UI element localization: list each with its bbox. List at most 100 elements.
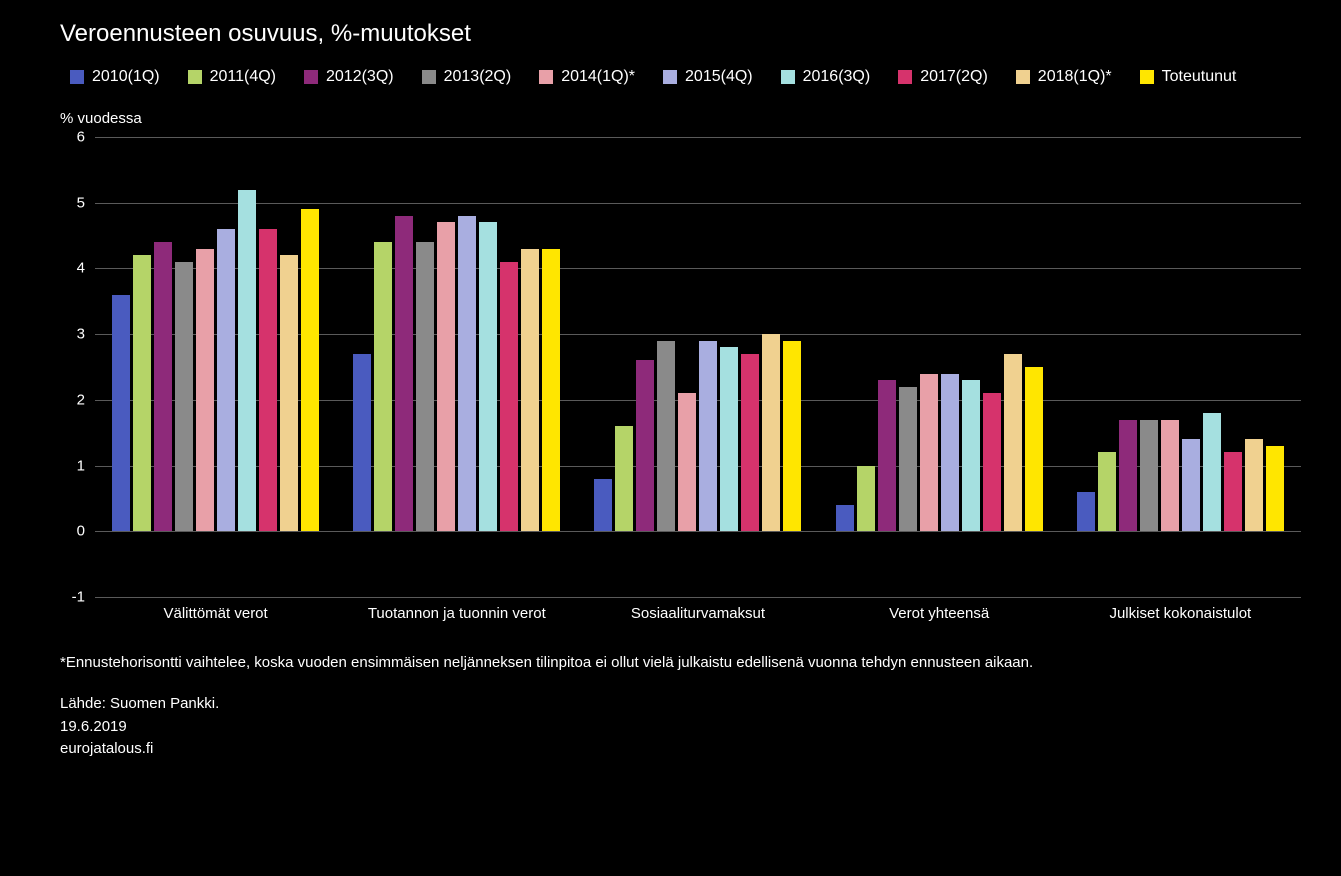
bar — [154, 242, 172, 531]
bar — [920, 374, 938, 532]
bar — [983, 393, 1001, 531]
bar — [899, 387, 917, 532]
x-tick-label: Sosiaaliturvamaksut — [593, 605, 803, 622]
legend-item: 2014(1Q)* — [539, 68, 635, 86]
y-tick-label: 1 — [77, 457, 95, 474]
legend-item: 2011(4Q) — [188, 68, 276, 86]
bar — [657, 341, 675, 532]
x-axis-labels: Välittömät verot Tuotannon ja tuonnin ver… — [95, 605, 1301, 622]
bar — [437, 222, 455, 531]
legend-item: 2013(2Q) — [422, 68, 512, 86]
chart-source: Lähde: Suomen Pankki.19.6.2019eurojatalo… — [0, 673, 1341, 761]
bar — [395, 216, 413, 531]
bar — [458, 216, 476, 531]
x-tick-label: Verot yhteensä — [834, 605, 1044, 622]
legend-label: 2016(3Q) — [803, 68, 871, 86]
bar — [1182, 439, 1200, 531]
legend-label: 2012(3Q) — [326, 68, 394, 86]
bar-groups — [95, 137, 1301, 597]
bar-group — [836, 137, 1043, 597]
bar — [878, 380, 896, 531]
legend-label: 2017(2Q) — [920, 68, 988, 86]
bar — [836, 505, 854, 531]
legend-label: 2013(2Q) — [444, 68, 512, 86]
legend: 2010(1Q) 2011(4Q) 2012(3Q) 2013(2Q) 2014(1Q)… — [0, 58, 1341, 96]
legend-item: 2018(1Q)* — [1016, 68, 1112, 86]
y-tick-label: 2 — [77, 391, 95, 408]
bar — [636, 360, 654, 531]
legend-swatch — [304, 70, 318, 84]
legend-item: 2015(4Q) — [663, 68, 753, 86]
legend-item: 2016(3Q) — [781, 68, 871, 86]
bar — [479, 222, 497, 531]
legend-label: Toteutunut — [1162, 68, 1237, 86]
bar — [133, 255, 151, 531]
x-tick-label: Tuotannon ja tuonnin verot — [352, 605, 562, 622]
bar — [542, 249, 560, 532]
y-tick-label: 5 — [77, 194, 95, 211]
bar-group — [1077, 137, 1284, 597]
bar — [259, 229, 277, 531]
legend-label: 2010(1Q) — [92, 68, 160, 86]
bar — [112, 295, 130, 532]
legend-item: 2012(3Q) — [304, 68, 394, 86]
gridline — [95, 597, 1301, 598]
bar-group — [353, 137, 560, 597]
legend-swatch — [781, 70, 795, 84]
chart-title: Veroennusteen osuvuus, %-muutokset — [0, 0, 1341, 58]
source-line: Lähde: Suomen Pankki. — [60, 693, 1341, 716]
legend-item: 2017(2Q) — [898, 68, 988, 86]
bar — [301, 209, 319, 531]
bar — [699, 341, 717, 532]
bar — [783, 341, 801, 532]
bar — [962, 380, 980, 531]
legend-label: 2018(1Q)* — [1038, 68, 1112, 86]
bar — [594, 479, 612, 532]
bar — [1098, 452, 1116, 531]
bar — [941, 374, 959, 532]
legend-swatch — [1016, 70, 1030, 84]
legend-swatch — [70, 70, 84, 84]
bar — [1203, 413, 1221, 531]
y-tick-label: 4 — [77, 260, 95, 277]
bar — [353, 354, 371, 531]
bar — [1245, 439, 1263, 531]
legend-swatch — [188, 70, 202, 84]
bar — [1266, 446, 1284, 531]
legend-swatch — [898, 70, 912, 84]
bar — [762, 334, 780, 531]
bar-group — [594, 137, 801, 597]
bar — [1004, 354, 1022, 531]
bar — [280, 255, 298, 531]
legend-swatch — [539, 70, 553, 84]
bar — [615, 426, 633, 531]
chart-footnote: *Ennustehorisontti vaihtelee, koska vuod… — [0, 622, 1200, 673]
y-tick-label: -1 — [72, 589, 95, 606]
bar — [1161, 420, 1179, 532]
bar — [720, 347, 738, 531]
bar — [500, 262, 518, 531]
x-tick-label: Välittömät verot — [111, 605, 321, 622]
legend-item: Toteutunut — [1140, 68, 1237, 86]
y-tick-label: 6 — [77, 129, 95, 146]
bar — [1025, 367, 1043, 531]
bar — [374, 242, 392, 531]
legend-item: 2010(1Q) — [70, 68, 160, 86]
y-tick-label: 0 — [77, 523, 95, 540]
bar — [416, 242, 434, 531]
bar — [1140, 420, 1158, 532]
legend-swatch — [422, 70, 436, 84]
y-axis-label: % vuodessa — [0, 96, 1341, 137]
bar — [1077, 492, 1095, 531]
legend-label: 2015(4Q) — [685, 68, 753, 86]
bar — [741, 354, 759, 531]
bar — [1224, 452, 1242, 531]
source-line: 19.6.2019 — [60, 716, 1341, 739]
bar-group — [112, 137, 319, 597]
x-tick-label: Julkiset kokonaistulot — [1075, 605, 1285, 622]
legend-swatch — [1140, 70, 1154, 84]
chart-plot-area: -10123456 — [95, 137, 1301, 597]
y-tick-label: 3 — [77, 326, 95, 343]
bar — [238, 190, 256, 532]
bar — [175, 262, 193, 531]
